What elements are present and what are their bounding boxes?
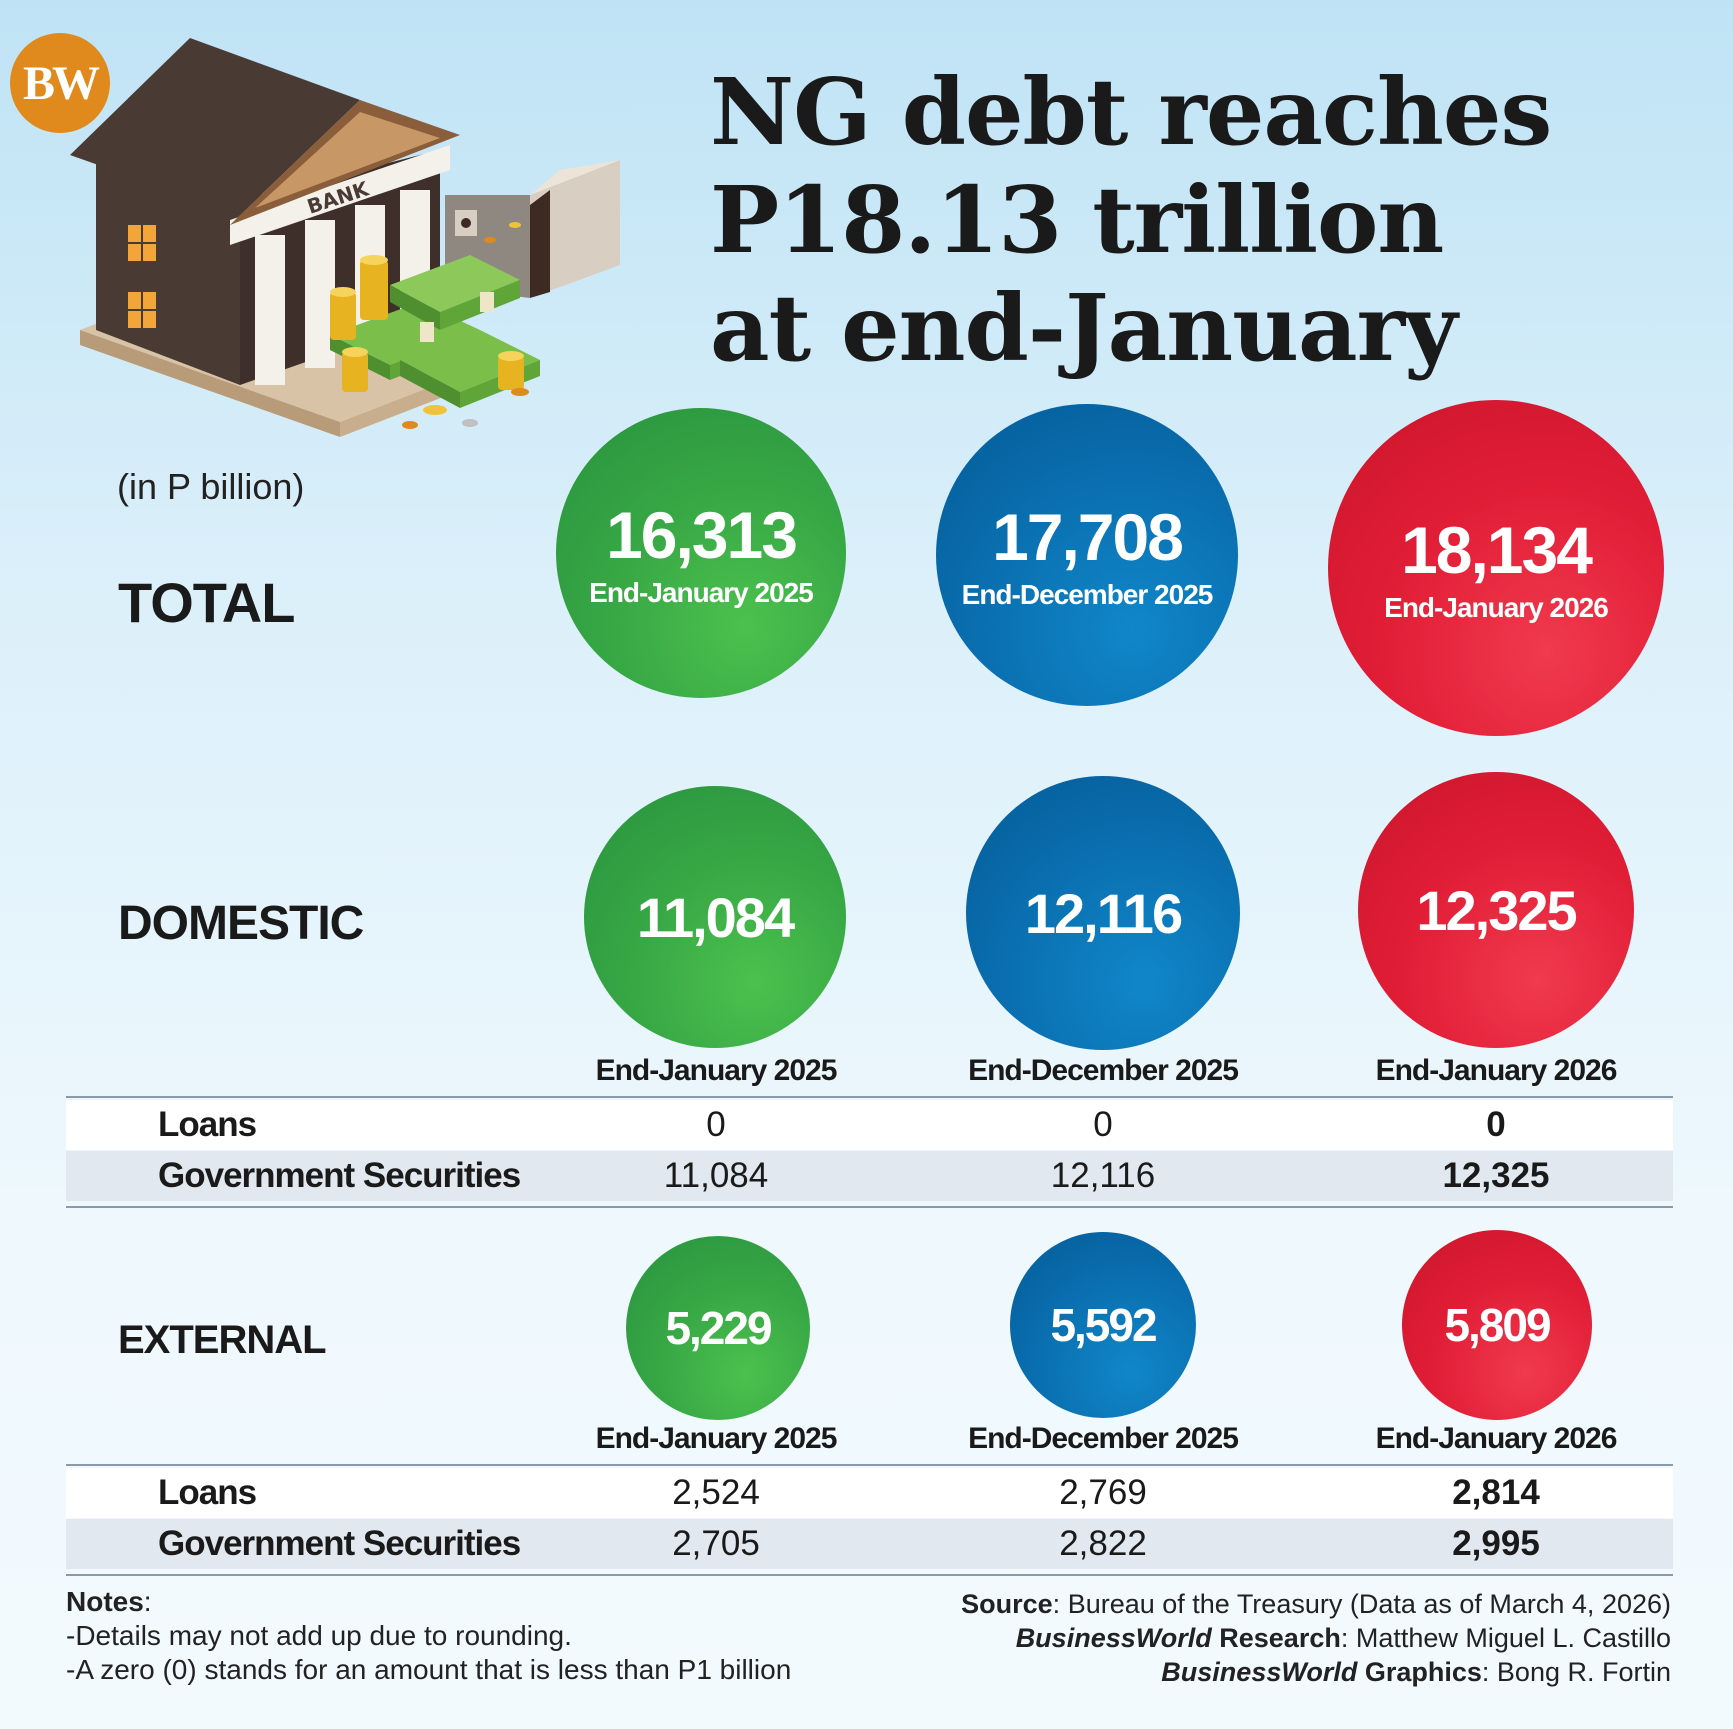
- domestic-circle-jan2026: 12,325: [1358, 772, 1634, 1048]
- domestic-value: 12,325: [1416, 878, 1577, 942]
- graphics-brand: BusinessWorld: [1161, 1657, 1358, 1687]
- domestic-value: 12,116: [1024, 881, 1183, 945]
- row-label: Loans: [158, 1473, 257, 1512]
- cell-value: 2,995: [1452, 1524, 1540, 1563]
- external-value: 5,809: [1444, 1299, 1551, 1351]
- table-row: Government Securities 2,705 2,822 2,995: [66, 1519, 1673, 1569]
- note-item: -A zero (0) stands for an amount that is…: [66, 1654, 792, 1685]
- total-label: TOTAL: [118, 571, 295, 634]
- external-value: 5,229: [665, 1302, 772, 1354]
- note-item: -Details may not add up due to rounding.: [66, 1620, 572, 1651]
- external-col-header: End-January 2026: [1375, 1422, 1618, 1455]
- total-circle-jan2025: 16,313 End-January 2025: [556, 408, 846, 698]
- cell-value: 12,116: [1050, 1156, 1156, 1195]
- domestic-circle-dec2025: 12,116: [966, 776, 1240, 1050]
- cell-value: 12,325: [1442, 1156, 1550, 1195]
- domestic-col-header: End-December 2025: [968, 1054, 1239, 1087]
- headline: NG debt reaches P18.13 trillion at end-J…: [710, 58, 1670, 382]
- source-label: Source: [961, 1589, 1053, 1619]
- cell-value: 11,084: [663, 1156, 769, 1195]
- table-row: Government Securities 11,084 12,116 12,3…: [66, 1151, 1673, 1201]
- headline-line: at end-January: [710, 274, 1458, 382]
- credits: Source: Bureau of the Treasury (Data as …: [961, 1589, 1671, 1687]
- row-label: Government Securities: [158, 1524, 521, 1563]
- cell-value: 0: [1093, 1105, 1113, 1144]
- cell-value: 2,769: [1059, 1473, 1147, 1512]
- domestic-label: DOMESTIC: [118, 897, 364, 950]
- table-row: Loans 0 0 0: [66, 1100, 1673, 1150]
- total-value: 16,313: [606, 498, 798, 572]
- external-col-header: End-January 2025: [595, 1422, 838, 1455]
- total-period: End-January 2025: [589, 577, 814, 608]
- table-rule: [66, 1096, 1673, 1098]
- total-value: 17,708: [992, 500, 1184, 574]
- research-brand: BusinessWorld: [1015, 1623, 1212, 1653]
- total-value: 18,134: [1401, 513, 1593, 587]
- graphics-credit: Bong R. Fortin: [1496, 1657, 1671, 1687]
- cell-value: 0: [1486, 1105, 1506, 1144]
- cell-value: 2,705: [672, 1524, 760, 1563]
- total-circle-jan2026: 18,134 End-January 2026: [1328, 400, 1664, 736]
- total-circle-dec2025: 17,708 End-December 2025: [936, 404, 1238, 706]
- total-period: End-December 2025: [961, 579, 1214, 610]
- notes-heading: Notes: [66, 1586, 144, 1617]
- external-value: 5,592: [1050, 1299, 1157, 1351]
- notes: Notes: -Details may not add up due to ro…: [66, 1586, 792, 1685]
- total-period: End-January 2026: [1384, 592, 1609, 623]
- external-label: EXTERNAL: [118, 1318, 327, 1362]
- external-circle-dec2025: 5,592: [1010, 1232, 1196, 1418]
- external-circle-jan2026: 5,809: [1402, 1230, 1592, 1420]
- bw-logo: BW: [10, 33, 110, 133]
- domestic-circle-jan2025: 11,084: [584, 786, 846, 1048]
- cell-value: 2,524: [672, 1473, 760, 1512]
- table-row: Loans 2,524 2,769 2,814: [66, 1468, 1673, 1518]
- headline-line: NG debt reaches: [710, 58, 1552, 166]
- graphics-label: Graphics: [1364, 1657, 1482, 1687]
- domestic-col-header: End-January 2025: [595, 1054, 838, 1087]
- row-label: Loans: [158, 1105, 257, 1144]
- domestic-value: 11,084: [636, 885, 795, 949]
- research-credit: Matthew Miguel L. Castillo: [1355, 1623, 1671, 1653]
- table-rule: [66, 1574, 1673, 1576]
- headline-line: P18.13 trillion: [710, 166, 1444, 274]
- research-label: Research: [1219, 1623, 1341, 1653]
- table-rule: [66, 1206, 1673, 1208]
- row-label: Government Securities: [158, 1156, 521, 1195]
- cell-value: 0: [706, 1105, 726, 1144]
- unit-label: (in P billion): [117, 466, 305, 507]
- external-col-header: End-December 2025: [968, 1422, 1239, 1455]
- source-text: Bureau of the Treasury (Data as of March…: [1067, 1589, 1671, 1619]
- cell-value: 2,822: [1059, 1524, 1147, 1563]
- table-rule: [66, 1464, 1673, 1466]
- cell-value: 2,814: [1452, 1473, 1540, 1512]
- external-circle-jan2025: 5,229: [626, 1236, 810, 1420]
- bank-money-illustration: BANK: [70, 38, 620, 437]
- domestic-col-header: End-January 2026: [1375, 1054, 1618, 1087]
